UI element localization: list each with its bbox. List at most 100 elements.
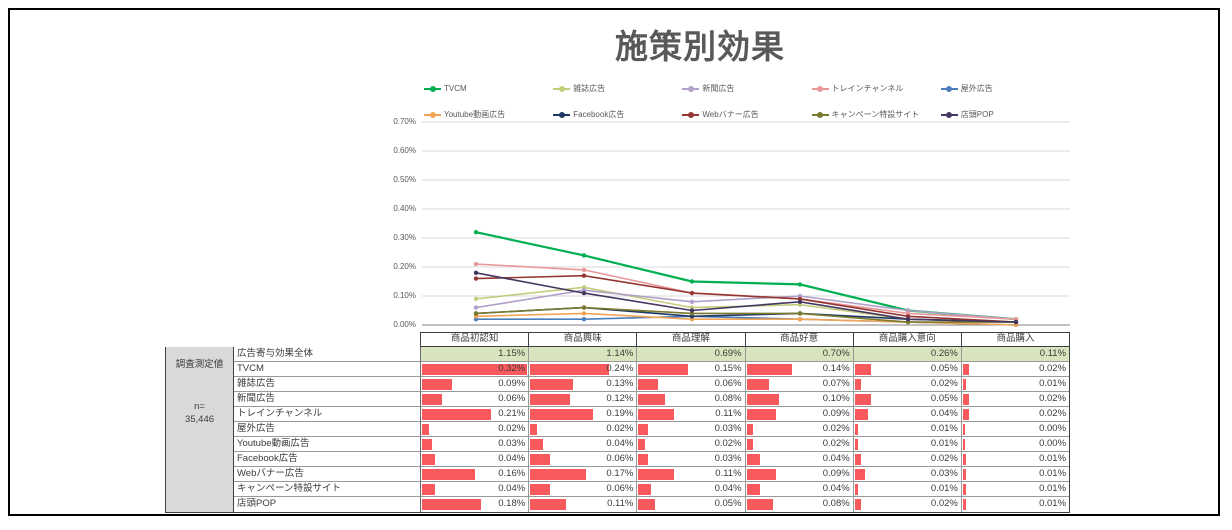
n-value: 35,446 <box>184 414 215 425</box>
line-chart <box>422 121 1070 327</box>
data-bar <box>854 393 872 405</box>
cell-value: 0.09% <box>822 468 850 479</box>
column-header: 商品購入 <box>996 333 1035 344</box>
value-cell: 0.21% <box>421 407 530 422</box>
series-marker <box>689 290 695 296</box>
series-marker <box>581 305 587 310</box>
cell-value: 0.01% <box>1039 498 1067 509</box>
series-marker <box>473 261 479 267</box>
cell-value: 0.26% <box>930 348 958 359</box>
value-cell: 0.02% <box>961 407 1070 422</box>
data-bar <box>746 498 773 510</box>
series-marker <box>689 279 695 284</box>
value-cell: 0.26% <box>853 347 962 362</box>
data-bar <box>962 483 967 495</box>
value-cell: 0.04% <box>529 437 638 452</box>
series-line <box>475 306 1016 323</box>
data-bar <box>530 498 567 510</box>
cell-value: 0.32% <box>498 363 526 374</box>
data-bar <box>962 378 967 390</box>
cell-value: 0.12% <box>606 393 634 404</box>
cell-value: 0.02% <box>1039 393 1067 404</box>
cell-value: 0.01% <box>930 483 958 494</box>
legend-item: キャンペーン特設サイト <box>811 109 941 120</box>
value-cell: 0.04% <box>421 452 530 467</box>
value-cell: 0.05% <box>853 362 962 377</box>
value-cell: 0.02% <box>529 422 638 437</box>
value-cell: 0.17% <box>529 467 638 482</box>
data-bar <box>638 498 655 510</box>
data-bar <box>422 423 429 435</box>
cell-value: 0.09% <box>498 378 526 389</box>
table-row: Webバナー広告 0.16% 0.17% 0.11% 0.09% 0.03% 0.01% <box>234 467 1070 482</box>
cell-value: 0.15% <box>714 363 742 374</box>
value-cell: 0.01% <box>853 422 962 437</box>
value-cell: 0.03% <box>637 422 746 437</box>
cell-value: 0.09% <box>822 408 850 419</box>
legend-item: Webバナー広告 <box>682 109 811 120</box>
cell-value: 0.16% <box>498 468 526 479</box>
table-row: TVCM 0.32% 0.24% 0.15% 0.14% 0.05% 0.02% <box>234 362 1070 377</box>
series-line <box>475 272 1017 323</box>
legend-item: 屋外広告 <box>940 83 1070 94</box>
cell-value: 0.02% <box>1039 408 1067 419</box>
cell-value: 0.00% <box>1039 423 1067 434</box>
table-body: 調査測定値 n= 35,446 広告寄与効果全体 1.15% 1.14% 0.69% 0… <box>165 347 1070 513</box>
legend-item: TVCM <box>424 83 553 94</box>
value-cell: 0.02% <box>961 392 1070 407</box>
table-row: 店頭POP 0.18% 0.11% 0.05% 0.08% 0.02% 0.01% <box>234 497 1070 512</box>
data-bar <box>530 363 609 375</box>
value-cell: 1.15% <box>421 347 530 362</box>
data-bar <box>962 423 965 435</box>
cell-value: 0.18% <box>498 498 526 509</box>
table-row: Youtube動画広告 0.03% 0.04% 0.02% 0.02% 0.01% 0.00… <box>234 437 1070 452</box>
row-label: TVCM <box>234 362 421 377</box>
series-marker <box>581 311 587 316</box>
cell-value: 0.05% <box>930 393 958 404</box>
cell-value: 0.02% <box>822 423 850 434</box>
row-label: トレインチャンネル <box>234 407 421 422</box>
value-cell: 0.09% <box>745 407 854 422</box>
legend-label: Youtube動画広告 <box>444 110 506 119</box>
table-row: 屋外広告 0.02% 0.02% 0.03% 0.02% 0.01% 0.00% <box>234 422 1070 437</box>
legend-label: Facebook広告 <box>573 110 625 119</box>
value-cell: 0.12% <box>529 392 638 407</box>
value-cell: 0.11% <box>961 347 1070 362</box>
legend-marker-icon <box>811 111 829 118</box>
cell-value: 0.02% <box>714 438 742 449</box>
series-marker <box>797 311 803 316</box>
cell-value: 0.06% <box>714 378 742 389</box>
legend-marker-icon <box>940 85 958 92</box>
data-bar <box>746 363 793 375</box>
cell-value: 0.02% <box>606 423 634 434</box>
series-marker <box>1013 319 1019 325</box>
data-bar <box>962 453 967 465</box>
data-bar <box>962 468 967 480</box>
data-bar <box>746 423 754 435</box>
data-bar <box>746 393 780 405</box>
legend-marker-icon <box>424 85 441 92</box>
data-bar <box>746 453 760 465</box>
legend-label: TVCM <box>444 84 467 93</box>
data-bar <box>854 363 872 375</box>
series-marker <box>473 230 479 235</box>
row-group-cell: 調査測定値 n= 35,446 <box>166 347 234 512</box>
data-bar <box>746 438 754 450</box>
data-bar <box>854 498 862 510</box>
value-cell: 0.11% <box>637 467 746 482</box>
y-axis-tick-label: 0.40% <box>393 204 416 213</box>
value-cell: 0.06% <box>637 377 746 392</box>
cell-value: 0.69% <box>714 348 742 359</box>
value-cell: 0.11% <box>637 407 746 422</box>
legend-marker-icon <box>424 111 441 118</box>
series-marker <box>689 299 695 304</box>
value-cell: 1.14% <box>529 347 638 362</box>
legend-label: Webバナー広告 <box>702 110 759 119</box>
legend-marker-icon <box>553 85 571 92</box>
chart-legend: TVCM 雑誌広告 新聞広告 トレインチャンネル 屋外広告 Youtube動画広告 Face… <box>424 83 1070 120</box>
row-label: 広告寄与効果全体 <box>234 347 421 362</box>
series-marker <box>581 253 587 258</box>
series-line <box>475 263 1017 320</box>
data-bar <box>638 408 675 420</box>
cell-value: 0.02% <box>498 423 526 434</box>
